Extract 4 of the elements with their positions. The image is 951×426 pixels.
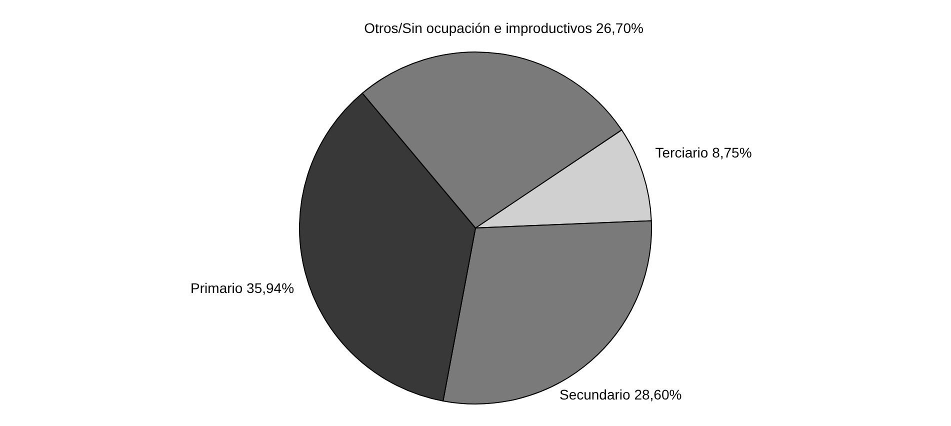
slice-label: Secundario 28,60%: [559, 386, 682, 403]
slice-label: Primario 35,94%: [190, 280, 294, 296]
slice-label: Terciario 8,75%: [655, 144, 752, 160]
slice-label: Otros/Sin ocupación e improductivos 26,70%: [364, 20, 644, 36]
